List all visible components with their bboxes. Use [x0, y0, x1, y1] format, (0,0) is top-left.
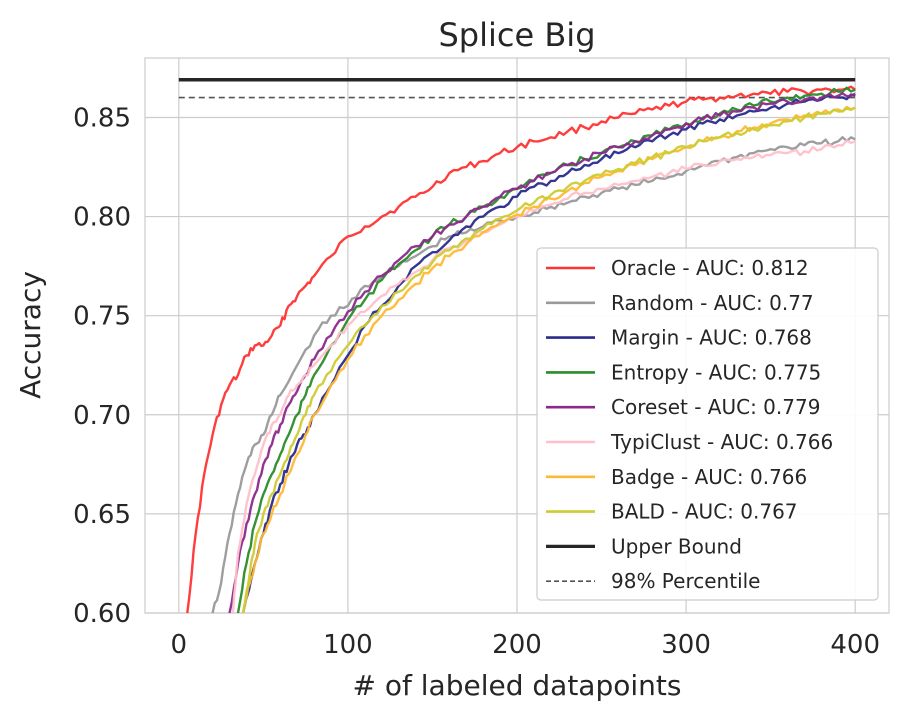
x-axis-label: # of labeled datapoints — [353, 669, 682, 702]
x-tick-label: 300 — [661, 630, 711, 660]
series-line — [241, 105, 856, 613]
series-line — [231, 139, 856, 613]
legend-label: TypiClust - AUC: 0.766 — [610, 430, 833, 454]
legend-label: Coreset - AUC: 0.779 — [611, 395, 820, 419]
series-line — [228, 92, 856, 613]
reference-lines — [178, 78, 856, 99]
y-tick-label: 0.70 — [73, 401, 131, 431]
series-line — [211, 136, 856, 613]
legend-label: Entropy - AUC: 0.775 — [611, 360, 821, 384]
x-tick-label: 100 — [323, 630, 373, 660]
x-tick-label: 0 — [171, 630, 188, 660]
y-tick-label: 0.60 — [73, 599, 131, 629]
legend-label: 98% Percentile — [611, 569, 760, 593]
legend-label: BALD - AUC: 0.767 — [611, 500, 798, 524]
y-axis-label: Accuracy — [14, 271, 47, 399]
x-tick-label: 400 — [830, 630, 880, 660]
legend-label: Badge - AUC: 0.766 — [611, 465, 807, 489]
legend: Oracle - AUC: 0.812 Random - AUC: 0.77 Mar… — [536, 247, 879, 601]
series-lines — [186, 85, 856, 613]
series-line — [241, 93, 856, 613]
x-tick-label: 200 — [492, 630, 542, 660]
plot-area-frame — [144, 57, 890, 614]
legend-label: Oracle - AUC: 0.812 — [611, 256, 809, 280]
legend-label: Random - AUC: 0.77 — [611, 291, 814, 315]
legend-label: Margin - AUC: 0.768 — [611, 326, 812, 350]
legend-box — [536, 247, 879, 601]
y-tick-label: 0.80 — [73, 203, 131, 233]
x-tick-labels: 0 100 200 300 400 — [171, 630, 880, 660]
y-tick-label: 0.85 — [73, 103, 131, 133]
chart-title: Splice Big — [438, 16, 595, 54]
y-tick-label: 0.75 — [73, 302, 131, 332]
series-line — [241, 106, 856, 613]
series-line — [186, 85, 856, 613]
y-tick-label: 0.65 — [73, 500, 131, 530]
y-tick-labels: 0.60 0.65 0.70 0.75 0.80 0.85 — [73, 103, 131, 629]
legend-label: Upper Bound — [611, 534, 742, 558]
